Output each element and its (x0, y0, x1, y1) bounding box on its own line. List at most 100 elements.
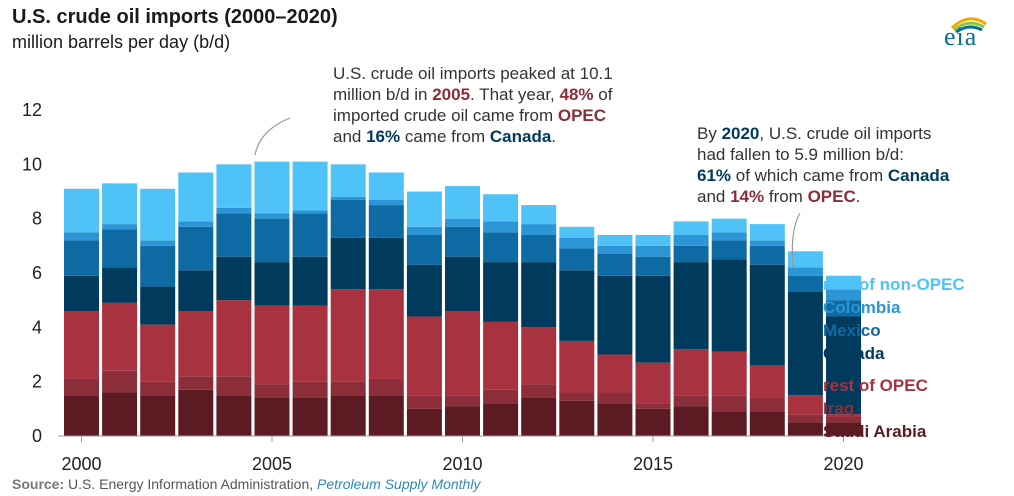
bar-segment-colombia (406, 226, 442, 235)
source-publication-link[interactable]: Petroleum Supply Monthly (317, 476, 481, 492)
bar-segment-colombia (521, 224, 557, 235)
bar-segment-colombia (292, 210, 328, 214)
bar-segment-mexico (597, 253, 633, 276)
peak-callout-line (254, 117, 291, 156)
bar-2015 (635, 234, 671, 436)
bar-segment-canada (292, 256, 328, 306)
bar-segment-colombia (826, 289, 861, 301)
bar-segment-rest-of-non-opec (521, 205, 557, 225)
legend-item-mexico: Mexico (823, 321, 881, 340)
bar-segment-saudi-arabia (102, 392, 138, 436)
bar-segment-iraq (826, 416, 861, 423)
bar-segment-colombia (330, 196, 366, 200)
bar-segment-rest-of-non-opec (102, 183, 138, 225)
bar-segment-rest-of-opec (483, 321, 519, 390)
bar-segment-rest-of-opec (406, 316, 442, 396)
eia-logo-icon (950, 17, 987, 34)
bar-segment-mexico (521, 234, 557, 263)
bar-segment-mexico (711, 240, 747, 260)
bar-segment-rest-of-non-opec (406, 191, 442, 227)
bar-segment-saudi-arabia (216, 395, 252, 436)
bar-segment-saudi-arabia (292, 397, 328, 436)
bar-segment-rest-of-non-opec (635, 234, 671, 246)
bar-segment-canada (521, 262, 557, 328)
bar-2020 (826, 275, 861, 436)
bar-segment-mexico (673, 245, 709, 263)
bar-segment-rest-of-opec (292, 305, 328, 382)
bar-segment-colombia (483, 221, 519, 233)
bar-2014 (597, 234, 633, 436)
bar-2000 (64, 188, 99, 436)
chart-title: U.S. crude oil imports (2000–2020) (12, 6, 338, 28)
bar-segment-iraq (749, 397, 785, 412)
bar-segment-canada (711, 259, 747, 352)
bar-segment-saudi-arabia (749, 411, 785, 436)
bar-segment-canada (445, 256, 480, 312)
bar-2009 (406, 191, 442, 436)
bar-segment-rest-of-non-opec (254, 161, 290, 214)
bar-segment-iraq (140, 381, 176, 396)
bar-segment-saudi-arabia (521, 397, 557, 436)
bar-segment-colombia (102, 224, 138, 230)
bar-segment-canada (406, 264, 442, 317)
bar-segment-rest-of-non-opec (711, 218, 747, 233)
bar-segment-mexico (178, 226, 214, 271)
bar-2005 (254, 161, 290, 436)
bar-2011 (483, 194, 519, 436)
bar-segment-colombia (254, 213, 290, 219)
bar-segment-rest-of-opec (673, 349, 709, 396)
x-tick-label: 2000 (61, 454, 101, 474)
bar-segment-saudi-arabia (711, 411, 747, 436)
bar-segment-colombia (711, 232, 747, 241)
bar-segment-rest-of-opec (330, 289, 366, 382)
bar-2006 (292, 161, 328, 436)
bar-segment-iraq (445, 395, 480, 407)
y-tick-label: 0 (32, 426, 42, 446)
bar-segment-mexico (749, 245, 785, 265)
bar-segment-saudi-arabia (673, 406, 709, 436)
bar-segment-rest-of-opec (787, 395, 823, 415)
recent-callout-line (791, 212, 801, 269)
bar-segment-mexico (330, 199, 366, 238)
bar-segment-colombia (368, 199, 404, 206)
bar-segment-mexico (635, 256, 671, 276)
bar-segment-rest-of-opec (597, 354, 633, 393)
bar-segment-canada (787, 292, 823, 396)
bar-segment-iraq (673, 395, 709, 407)
bar-segment-saudi-arabia (483, 403, 519, 436)
x-tick-label: 2015 (633, 454, 673, 474)
bar-segment-colombia (673, 234, 709, 246)
bar-2019 (787, 251, 823, 436)
bar-segment-canada (483, 262, 519, 322)
bar-segment-canada (559, 270, 595, 341)
bar-segment-saudi-arabia (406, 408, 442, 436)
bar-segment-rest-of-non-opec (749, 224, 785, 241)
bar-segment-rest-of-non-opec (787, 251, 823, 268)
bar-segment-rest-of-opec (368, 289, 404, 379)
bar-segment-colombia (597, 245, 633, 254)
bar-segment-rest-of-opec (559, 340, 595, 393)
bar-segment-iraq (597, 392, 633, 404)
bar-segment-rest-of-opec (216, 300, 252, 377)
bar-segment-colombia (178, 221, 214, 227)
bar-segment-saudi-arabia (445, 406, 480, 436)
bar-segment-rest-of-opec (749, 365, 785, 398)
legend-item-rest-of-opec: rest of OPEC (823, 376, 928, 395)
bar-segment-rest-of-opec (140, 324, 176, 382)
bar-2008 (368, 172, 404, 436)
bar-segment-colombia (635, 245, 671, 257)
bar-segment-canada (254, 262, 290, 306)
bar-segment-colombia (787, 267, 823, 276)
bar-segment-mexico (216, 213, 252, 257)
bar-2018 (749, 224, 785, 436)
bar-segment-saudi-arabia (64, 395, 99, 436)
bar-segment-rest-of-non-opec (826, 275, 861, 290)
bar-segment-canada (64, 275, 99, 312)
y-tick-label: 8 (32, 209, 42, 229)
bar-segment-iraq (406, 395, 442, 409)
bar-segment-rest-of-opec (445, 311, 480, 396)
bar-segment-iraq (216, 376, 252, 396)
bar-segment-iraq (102, 370, 138, 393)
bar-segment-rest-of-opec (64, 311, 99, 379)
source-note: Source: U.S. Energy Information Administ… (12, 476, 481, 492)
